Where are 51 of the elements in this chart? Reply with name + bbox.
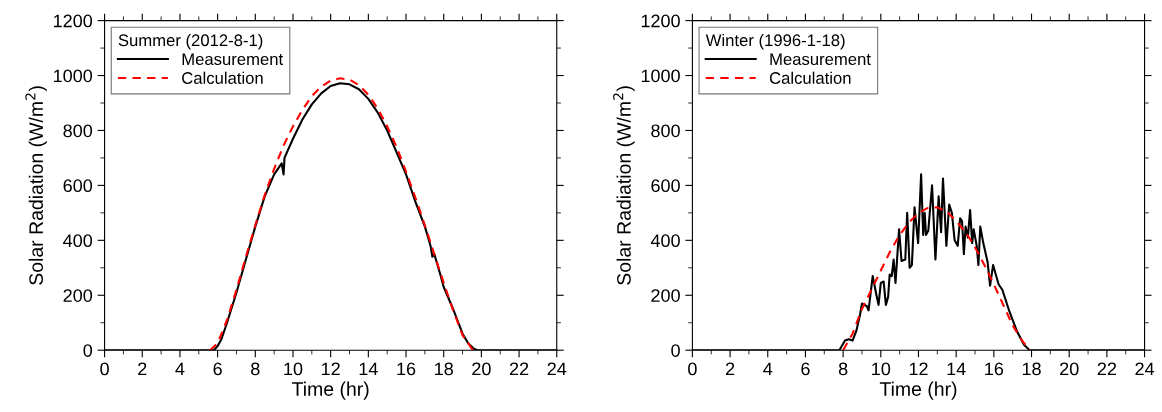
x-tick-label: 14 [947,362,966,376]
x-tick-label: 12 [322,362,340,376]
x-tick-label: 24 [1135,362,1155,376]
y-tick-label: 400 [650,234,680,248]
x-tick-label: 10 [284,362,303,376]
x-tick-label: 12 [909,362,928,376]
x-tick-label: 22 [509,362,529,376]
x-axis-title: Time (hr) [292,381,369,400]
y-tick-label: 200 [63,289,93,302]
y-tick-label: 200 [651,289,680,302]
x-tick-label: 6 [213,362,222,376]
x-tick-label: 8 [838,362,848,376]
y-tick-label: 600 [651,179,680,193]
x-tick-label: 8 [251,362,260,376]
x-tick-label: 18 [435,362,453,376]
legend-label: Calculation [769,71,851,84]
x-tick-label: 16 [397,362,416,376]
y-axis-title: Solar Radiation (W/m$^{2}$) [25,86,47,285]
y-tick-label: 800 [651,124,680,138]
x-tick-label: 4 [763,362,773,376]
y-tick-label: 0 [671,344,680,357]
x-tick-label: 20 [472,362,491,376]
y-tick-label: 1200 [53,14,93,28]
legend-title: Summer (2012-8-1) [118,33,263,50]
line-series [842,206,1031,351]
y-tick-label: 1000 [53,69,93,83]
y-tick-label: 1200 [641,14,680,28]
y-tick-label: 600 [63,179,93,193]
x-tick-label: 24 [547,362,567,376]
x-tick-label: 20 [1060,362,1079,376]
y-tick-label: 0 [83,344,93,357]
legend-label: Calculation [182,71,263,84]
x-tick-label: 10 [872,362,891,376]
x-tick-label: 0 [688,362,697,376]
x-tick-label: 2 [725,362,735,376]
legend-title: Winter (1996-1-18) [705,33,845,50]
legend-label: Measurement [770,53,871,66]
x-tick-label: 16 [985,362,1004,376]
x-tick-label: 4 [175,362,185,376]
y-tick-label: 1000 [641,69,680,83]
y-tick-label: 400 [63,234,93,248]
x-tick-label: 14 [359,362,378,376]
x-tick-label: 22 [1097,362,1117,376]
x-tick-label: 0 [100,362,109,376]
y-axis-title: Solar Radiation (W/m$^{2}$) [613,86,635,285]
y-tick-label: 800 [63,124,93,138]
x-axis-title: Time (hr) [879,381,957,400]
legend-label: Measurement [182,53,284,66]
x-tick-label: 2 [138,362,147,376]
x-tick-label: 6 [801,362,810,376]
x-tick-label: 18 [1022,362,1041,376]
